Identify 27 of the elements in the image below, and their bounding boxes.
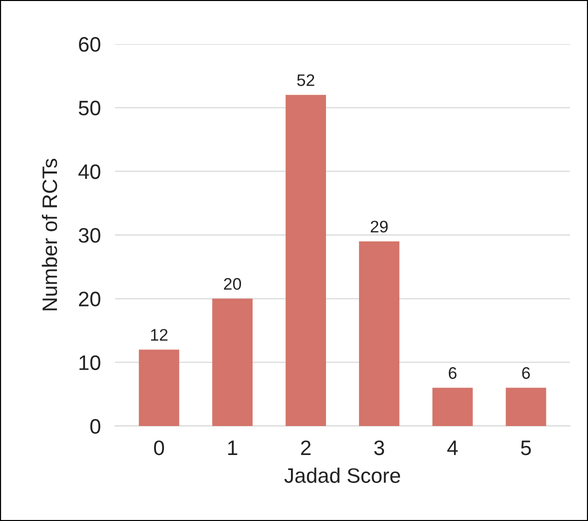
x-tick-label: 4 [447, 440, 458, 455]
y-axis-title: Number of RCTs [42, 158, 58, 310]
x-tick-label: 2 [301, 440, 311, 455]
data-label: 29 [370, 220, 388, 233]
y-tick-label: 20 [78, 292, 100, 306]
y-tick-label: 50 [78, 100, 100, 116]
x-axis-title: Jadad Score [284, 468, 400, 483]
bar [212, 298, 253, 426]
x-tick-label: 5 [521, 440, 531, 456]
y-tick-label: 30 [78, 228, 100, 243]
y-tick-label: 0 [90, 419, 100, 434]
x-tick-label: 0 [154, 440, 164, 456]
bar [359, 241, 400, 426]
y-tick-label: 10 [80, 355, 100, 370]
y-tick-label: 60 [79, 37, 100, 52]
data-label: 20 [224, 278, 242, 290]
bar [432, 388, 473, 426]
data-label: 6 [448, 367, 456, 379]
x-tick-label: 3 [374, 440, 384, 456]
bar [286, 94, 326, 426]
y-tick-label: 40 [78, 164, 100, 180]
x-tick-label: 1 [228, 440, 238, 455]
data-label: 12 [151, 328, 168, 341]
data-label: 52 [297, 74, 314, 86]
bar [506, 388, 546, 426]
bar [138, 350, 180, 426]
data-label: 6 [522, 367, 530, 379]
